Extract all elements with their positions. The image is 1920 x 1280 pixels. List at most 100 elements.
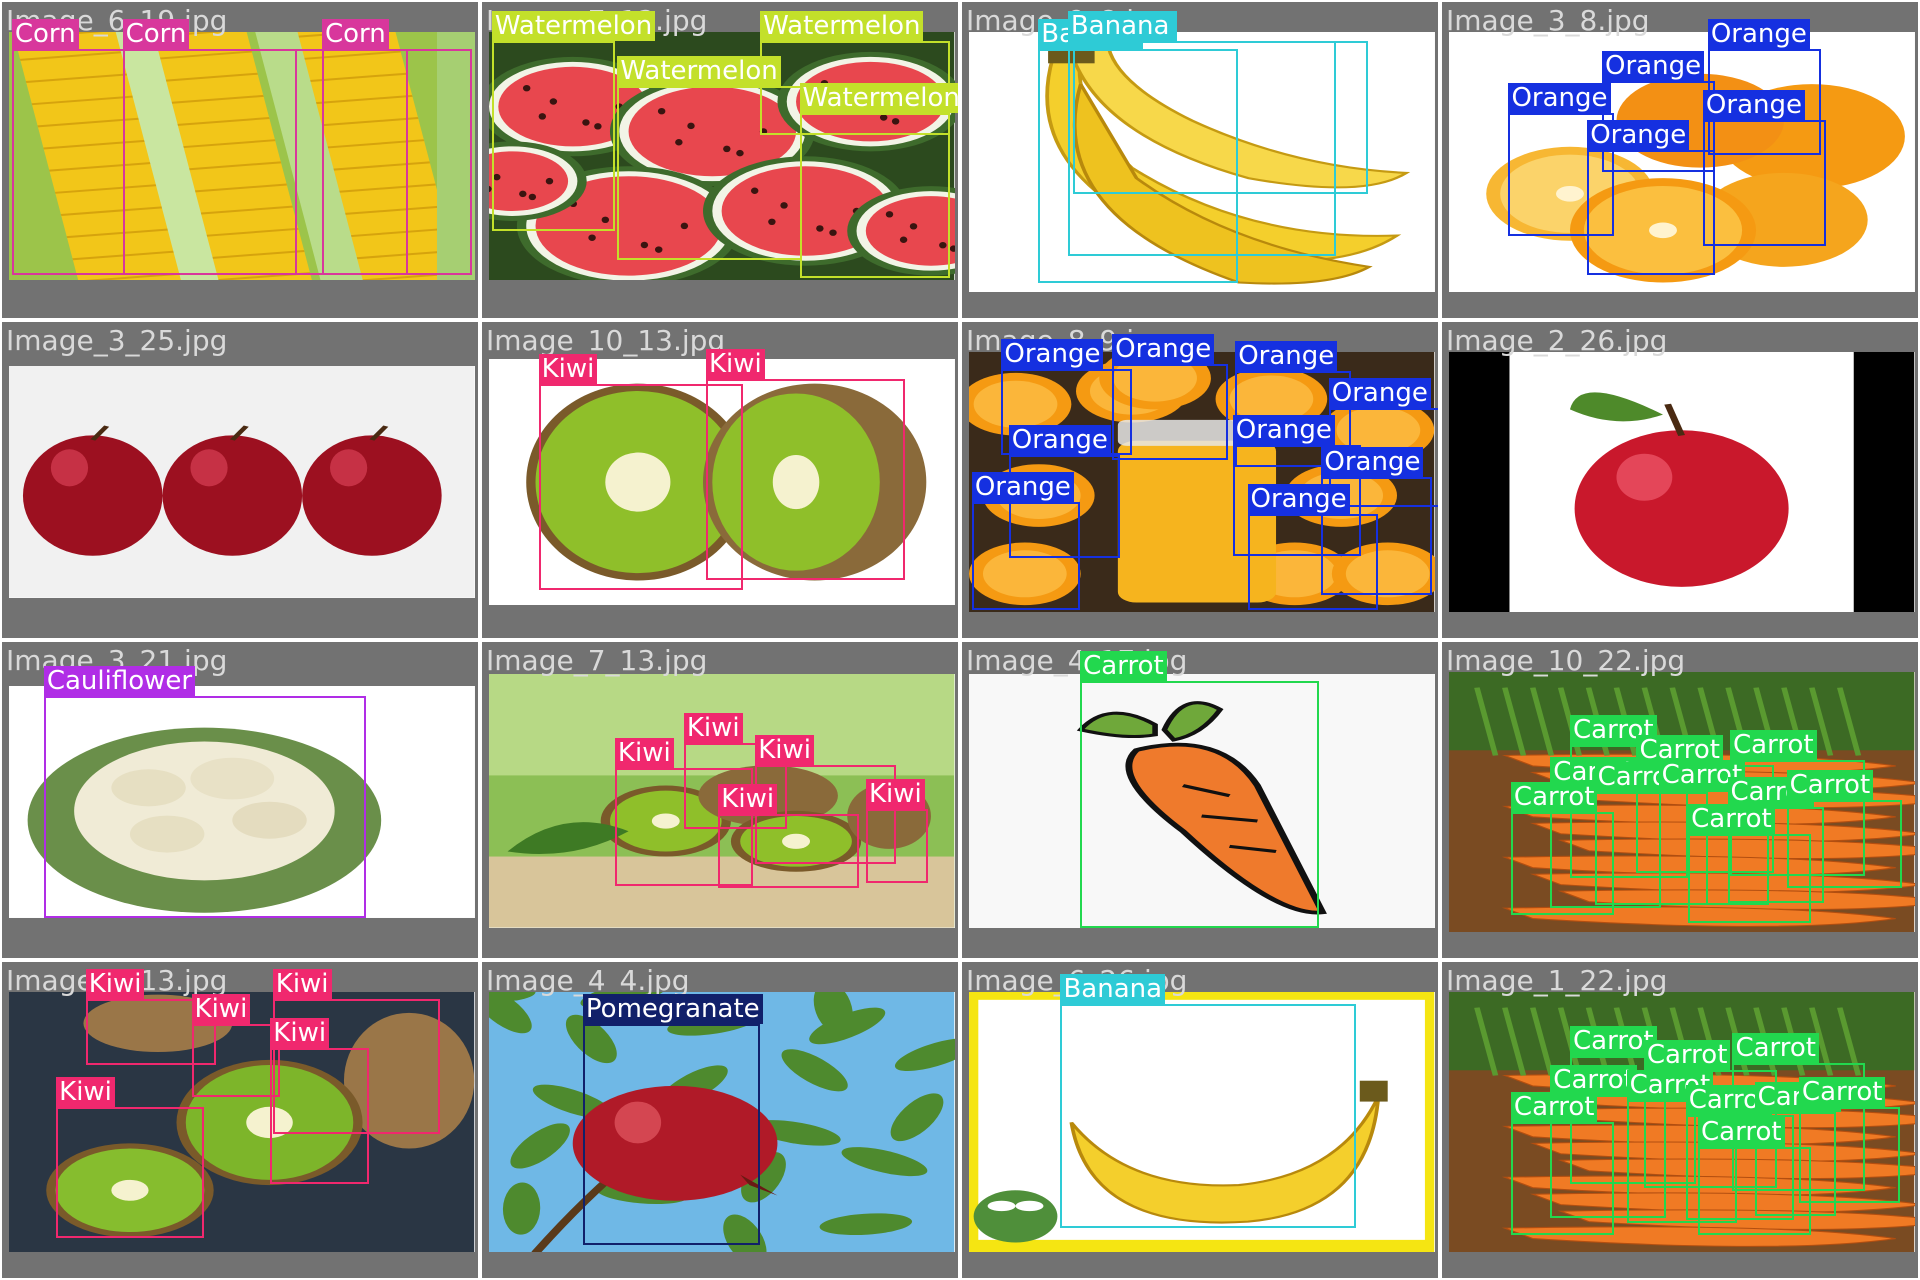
detection-label-kiwi: Kiwi [56, 1077, 115, 1108]
detection-box-kiwi [866, 809, 928, 884]
tile: Image_6_26.jpgBanana [960, 960, 1440, 1280]
photo-cauliflower [9, 686, 475, 918]
detection-box-orange [1112, 363, 1228, 460]
detection-label-carrot: Carrot [1727, 776, 1815, 807]
tile: Image_10_22.jpg Carrot Carrot Carrot Carrot C… [1440, 640, 1920, 960]
photo-watermelon [489, 31, 955, 281]
detection-box-corn [122, 48, 409, 276]
detection-label-kiwi: Kiwi [614, 737, 674, 768]
detection-label-kiwi: Kiwi [272, 968, 332, 999]
tile: Image_8_9.jpgOrangeOrangeOrangeOrangeOra… [960, 320, 1440, 640]
detection-box-carrot [1786, 799, 1903, 889]
detection-box-orange [1008, 454, 1120, 559]
detection-label-watermelon: Watermelon [760, 11, 924, 42]
detection-box-carrot [1688, 834, 1812, 923]
detection-box-kiwi [270, 1048, 369, 1184]
detection-label-carrot: Carrot [1643, 1040, 1731, 1071]
filename-label: Image_10_22.jpg [1446, 644, 1686, 677]
detection-label-kiwi: Kiwi [538, 353, 598, 384]
detection-label-corn: Corn [122, 18, 190, 49]
detection-label-orange: Orange [1602, 50, 1705, 81]
tile: Image_7_13.jpg Kiwi Kiwi Kiwi Kiwi Kiwi [480, 640, 960, 960]
photo-pomegranate [489, 991, 955, 1253]
detection-label-watermelon: Watermelon [491, 11, 656, 42]
filename-label: Image_3_8.jpg [1446, 4, 1650, 37]
detection-label-kiwi: Kiwi [191, 993, 251, 1024]
detection-box-kiwi [718, 814, 859, 889]
photo-apple [1449, 351, 1915, 613]
tile: Image_1_22.jpg Carrot Carrot Carrot Carrot Ca… [1440, 960, 1920, 1280]
detection-label-orange: Orange [1707, 18, 1810, 49]
tile: Image_10_13.jpg Kiwi Kiwi [480, 320, 960, 640]
detection-label-orange: Orange [971, 471, 1074, 502]
tile: Image_7_12.jpgWatermelonWatermelonWaterm… [480, 0, 960, 320]
photo-banana-pepe [969, 991, 1435, 1253]
detection-box-banana [1060, 1003, 1356, 1228]
detection-label-kiwi: Kiwi [755, 735, 814, 766]
detection-label-orange: Orange [1001, 338, 1104, 369]
detection-box-kiwi [272, 998, 441, 1135]
detection-box-watermelon [799, 112, 950, 278]
filename-label: Image_1_22.jpg [1446, 964, 1668, 997]
detection-label-orange: Orange [1235, 341, 1338, 372]
detection-label-kiwi: Kiwi [683, 712, 743, 743]
detection-label-carrot: Carrot [1550, 1064, 1637, 1095]
detection-box-carrot [1798, 1107, 1900, 1204]
detection-label-kiwi: Kiwi [866, 779, 925, 810]
tile: Image_4_17.jpg Carrot [960, 640, 1440, 960]
detection-label-watermelon: Watermelon [617, 55, 781, 86]
detection-label-carrot: Carrot [1786, 769, 1874, 800]
detection-box-watermelon [491, 41, 615, 231]
detection-label-carrot: Carrot [1510, 1092, 1598, 1122]
tile: Image_9_8.jpgBananaBananaBanana [960, 0, 1440, 320]
tile: Image_3_21.jpg Cauliflower [0, 640, 480, 960]
detection-label-pomegranate: Pomegranate [582, 993, 763, 1024]
detection-label-carrot: Carrot [1688, 804, 1775, 834]
detection-label-carrot: Carrot [1730, 730, 1817, 761]
detection-box-carrot [1594, 792, 1708, 906]
detection-box-orange [1232, 445, 1361, 556]
filename-label: Image_10_13.jpg [486, 324, 726, 357]
detection-box-kiwi [706, 378, 906, 581]
detection-box-kiwi [538, 383, 743, 591]
detection-box-kiwi [85, 998, 217, 1066]
filename-label: Image_3_25.jpg [6, 324, 228, 357]
detection-label-orange: Orange [1328, 378, 1431, 409]
detection-box-pomegranate [582, 1023, 761, 1246]
tile: Image_2_26.jpg [1440, 320, 1920, 640]
detection-label-banana: Banana [1060, 973, 1166, 1004]
photo-juice [969, 351, 1435, 613]
detection-box-carrot [1626, 1099, 1738, 1223]
detection-box-carrot [1698, 1146, 1812, 1236]
filename-label: Image_7_13.jpg [486, 644, 708, 677]
detection-box-kiwi [683, 742, 788, 830]
detection-box-orange [1702, 120, 1826, 246]
detection-label-carrot: Carrot [1798, 1077, 1886, 1108]
detection-label-carrot: Carrot [1570, 1025, 1657, 1056]
detection-label-corn: Corn [322, 18, 389, 49]
detection-label-orange: Orange [1508, 82, 1611, 113]
detection-label-orange: Orange [1247, 484, 1350, 514]
detection-label-watermelon: Watermelon [799, 82, 958, 113]
detection-box-kiwi [191, 1023, 281, 1098]
detection-box-carrot [1080, 681, 1319, 928]
detection-box-corn [322, 48, 473, 276]
detection-box-orange [971, 501, 1081, 610]
detection-box-orange [1247, 514, 1378, 610]
detection-label-banana: Banana [1067, 11, 1173, 42]
filename-label: Image_2_26.jpg [1446, 324, 1668, 357]
detection-box-orange [1508, 112, 1615, 236]
filename-label: Image_4_4.jpg [486, 964, 690, 997]
detection-label-kiwi: Kiwi [270, 1018, 330, 1049]
detection-label-carrot: Carrot [1698, 1116, 1785, 1147]
detection-label-corn: Corn [11, 18, 79, 49]
detection-label-orange: Orange [1112, 333, 1215, 364]
photo-carrot-cartoon [969, 674, 1435, 928]
detection-box-carrot [1510, 811, 1615, 916]
tile: Image_6_19.jpg Corn Corn Corn [0, 0, 480, 320]
detection-label-kiwi: Kiwi [718, 784, 778, 815]
tile: Image_4_4.jpg Pomegranate [480, 960, 960, 1280]
tile: Image_3_8.jpg Orange Orange Orange Orange Ora… [1440, 0, 1920, 320]
detection-label-orange: Orange [1232, 415, 1335, 446]
